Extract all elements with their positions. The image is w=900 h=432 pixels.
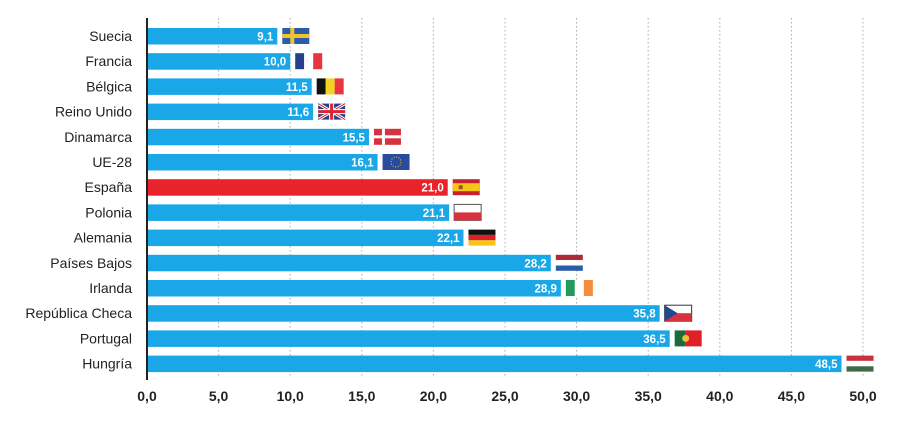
category-label: Reino Unido: [55, 104, 132, 120]
x-tick-label: 0,0: [137, 388, 157, 404]
value-label: 9,1: [257, 32, 274, 44]
portugal-flag-icon: [674, 330, 702, 347]
value-label: 22,1: [437, 233, 460, 245]
bar: [148, 103, 314, 121]
bar: [148, 229, 464, 247]
category-label: Hungría: [82, 356, 132, 372]
value-label: 28,2: [524, 258, 546, 270]
bar: [148, 280, 561, 297]
bar: [148, 305, 660, 322]
category-label: UE-28: [92, 154, 132, 170]
category-label: Polonia: [85, 204, 132, 220]
sweden-flag-icon: [282, 28, 310, 44]
category-label: Francia: [85, 53, 132, 69]
x-tick-label: 40,0: [706, 388, 733, 404]
spain-flag-icon: [452, 179, 480, 196]
category-label: España: [85, 179, 133, 195]
x-tick-label: 20,0: [420, 388, 447, 404]
value-label: 11,5: [286, 82, 308, 94]
bar: [148, 204, 450, 221]
netherlands-flag-icon: [555, 254, 583, 271]
eu-flag-icon: [382, 154, 410, 170]
category-label: Bélgica: [86, 78, 132, 94]
belgium-flag-icon: [316, 78, 344, 95]
hungary-flag-icon: [846, 355, 874, 372]
x-tick-label: 15,0: [348, 388, 375, 404]
value-label: 16,1: [351, 158, 374, 170]
x-tick-label: 45,0: [778, 388, 805, 404]
bar: [148, 28, 278, 45]
bar: [148, 254, 551, 272]
bars: 9,1 10,0 11,5 11,6 15,5 16,1 21,0 21,1 22,1 28,2 2…: [148, 28, 842, 373]
value-label: 15,5: [343, 132, 366, 144]
category-label: Alemania: [74, 230, 133, 246]
value-label: 21,0: [421, 183, 443, 195]
x-tick-label: 30,0: [563, 388, 590, 404]
value-label: 36,5: [643, 334, 666, 346]
bar: [148, 128, 369, 146]
france-flag-icon: [295, 53, 323, 70]
bar: [148, 154, 378, 171]
poland-flag-icon: [453, 203, 482, 221]
gridlines: [218, 18, 864, 378]
category-label: República Checa: [25, 305, 132, 321]
uk-flag-icon: [317, 102, 346, 121]
category-label: Países Bajos: [50, 255, 132, 271]
x-tick-label: 10,0: [277, 388, 304, 404]
value-label: 28,9: [534, 284, 556, 296]
bar: [148, 78, 312, 95]
flags: [282, 28, 874, 372]
bar: [148, 179, 448, 196]
category-label: Irlanda: [89, 280, 132, 296]
bar: [148, 330, 670, 347]
ireland-flag-icon: [565, 280, 593, 296]
value-label: 21,1: [423, 208, 446, 220]
value-label: 10,0: [264, 57, 286, 69]
value-label: 11,6: [287, 107, 309, 119]
x-tick-label: 25,0: [491, 388, 518, 404]
czech-flag-icon: [664, 304, 693, 322]
category-labels: Suecia Francia Bélgica Reino Unido Dinamarca…: [25, 28, 132, 372]
value-label: 35,8: [633, 309, 656, 321]
x-tick-label: 5,0: [209, 388, 229, 404]
x-tick-label: 35,0: [635, 388, 662, 404]
value-label: 48,5: [815, 359, 838, 371]
bar: [148, 355, 842, 373]
category-label: Dinamarca: [64, 129, 132, 145]
germany-flag-icon: [468, 229, 496, 246]
denmark-flag-icon: [373, 128, 401, 145]
x-tick-label: 50,0: [849, 388, 876, 404]
bar: [148, 53, 291, 70]
x-axis-ticks: 0,0 5,0 10,0 15,0 20,0 25,0 30,0 35,0 40,0 45,0 50…: [137, 388, 877, 404]
category-label: Portugal: [80, 330, 132, 346]
category-label: Suecia: [89, 28, 132, 44]
